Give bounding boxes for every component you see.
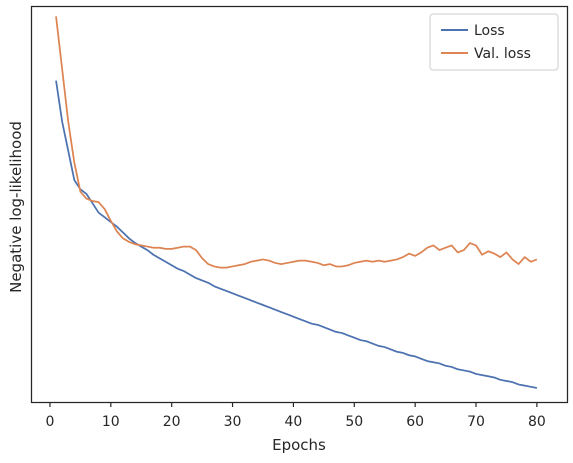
x-tick-label: 30: [224, 414, 242, 430]
x-axis: 0 10 20 30 40 50 60 70 80: [45, 402, 546, 430]
plot-frame: [30, 5, 569, 404]
x-tick-label: 60: [406, 414, 424, 430]
legend-box: [429, 13, 559, 71]
legend-label-loss: Loss: [474, 23, 505, 39]
x-tick-label: 80: [528, 414, 546, 430]
x-tick-label: 50: [345, 414, 363, 430]
legend-label-val-loss: Val. loss: [474, 46, 531, 62]
legend: Loss Val. loss: [429, 13, 559, 71]
series-layer: [55, 16, 538, 389]
y-axis-label: Negative log-likelihood: [7, 121, 25, 293]
x-axis-label: Epochs: [272, 436, 326, 454]
x-tick-label: 0: [45, 414, 54, 430]
x-tick-label: 40: [284, 414, 302, 430]
x-tick-label: 20: [163, 414, 181, 430]
x-tick-label: 70: [467, 414, 485, 430]
series-line-val-loss: [55, 16, 538, 269]
x-tick-label: 10: [102, 414, 120, 430]
